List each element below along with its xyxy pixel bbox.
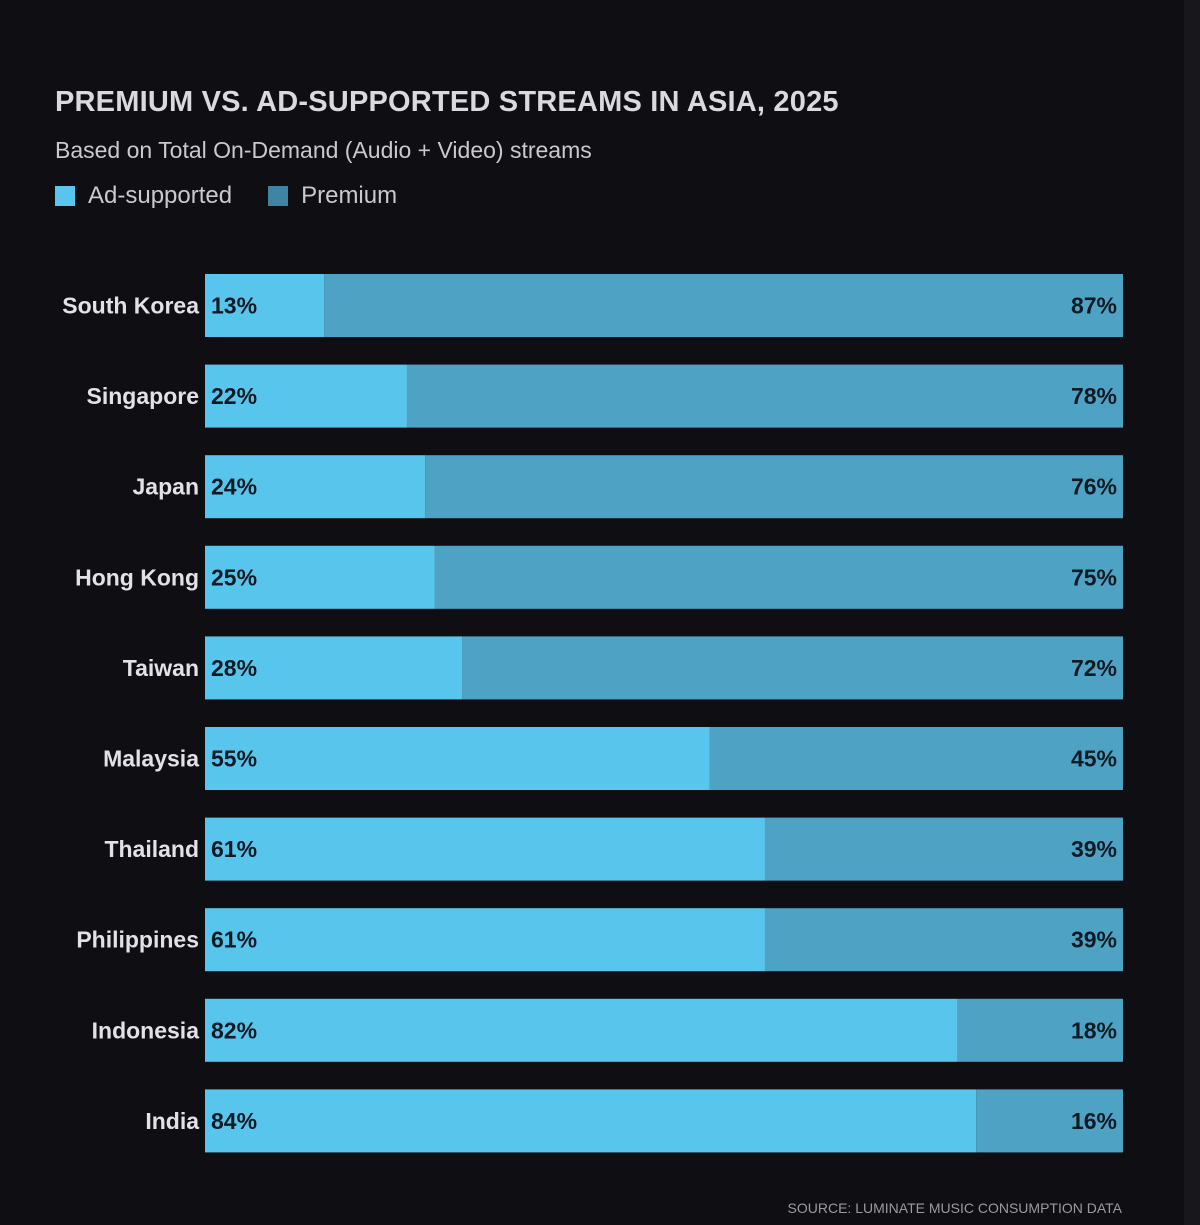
data-label-ad-supported-taiwan: 28% [211,655,257,681]
bar-premium-thailand [764,817,1123,881]
category-label-thailand: Thailand [104,836,199,862]
category-label-indonesia: Indonesia [92,1017,200,1043]
data-label-ad-supported-japan: 24% [211,474,257,500]
data-label-premium-south-korea: 87% [1071,293,1117,319]
legend: Ad-supported Premium [55,182,433,210]
data-label-premium-taiwan: 72% [1071,655,1117,681]
bar-ad-supported-south-korea [205,274,325,337]
bar-ad-supported-india [205,1089,977,1153]
bar-premium-singapore [406,364,1124,428]
bar-ad-supported-indonesia [205,998,958,1062]
data-label-premium-india: 16% [1071,1108,1117,1134]
bar-premium-hong-kong [434,545,1123,609]
legend-label-premium: Premium [301,182,398,209]
bar-premium-japan [425,455,1123,519]
category-label-malaysia: Malaysia [103,746,199,772]
bar-ad-supported-japan [205,455,426,519]
bar-premium-indonesia [957,998,1123,1062]
bar-ad-supported-philippines [205,908,765,972]
bar-premium-malaysia [709,727,1123,790]
source-note: SOURCE: LUMINATE MUSIC CONSUMPTION DATA [787,1200,1122,1216]
data-label-premium-philippines: 39% [1071,927,1117,953]
bar-ad-supported-taiwan [205,636,463,700]
bar-premium-south-korea [324,274,1124,337]
data-label-ad-supported-philippines: 61% [211,927,257,953]
data-label-premium-hong-kong: 75% [1071,564,1117,590]
data-label-ad-supported-singapore: 22% [211,383,257,409]
category-label-india: India [145,1108,199,1134]
category-label-singapore: Singapore [87,383,199,409]
data-label-premium-malaysia: 45% [1071,746,1117,772]
category-label-japan: Japan [133,474,199,500]
bar-premium-philippines [764,908,1123,972]
legend-swatch-premium [268,186,289,206]
category-label-taiwan: Taiwan [123,655,199,681]
data-label-ad-supported-hong-kong: 25% [211,564,257,590]
data-label-ad-supported-india: 84% [211,1108,257,1134]
legend-item-premium: Premium [268,182,397,210]
category-label-south-korea: South Korea [62,293,199,319]
bar-premium-india [976,1089,1123,1153]
data-label-premium-singapore: 78% [1071,383,1117,409]
bar-ad-supported-hong-kong [205,545,435,609]
data-label-ad-supported-thailand: 61% [211,836,257,862]
legend-item-ad-supported: Ad-supported [55,182,232,210]
category-label-philippines: Philippines [76,927,199,953]
data-label-ad-supported-south-korea: 13% [211,293,257,319]
data-label-premium-indonesia: 18% [1071,1017,1117,1043]
legend-label-ad-supported: Ad-supported [88,182,233,209]
bar-premium-taiwan [462,636,1123,700]
category-label-hong-kong: Hong Kong [75,564,199,590]
chart-title: PREMIUM VS. AD-SUPPORTED STREAMS IN ASIA… [55,86,839,118]
data-label-ad-supported-malaysia: 55% [211,746,257,772]
bar-ad-supported-malaysia [205,727,710,790]
bar-ad-supported-thailand [205,817,765,881]
data-label-premium-thailand: 39% [1071,836,1117,862]
data-label-premium-japan: 76% [1071,474,1117,500]
legend-swatch-ad-supported [55,186,75,206]
right-edge-strip [1184,0,1200,1225]
bar-ad-supported-singapore [205,364,407,428]
chart-subtitle: Based on Total On-Demand (Audio + Video)… [55,137,592,163]
data-label-ad-supported-indonesia: 82% [211,1017,257,1043]
